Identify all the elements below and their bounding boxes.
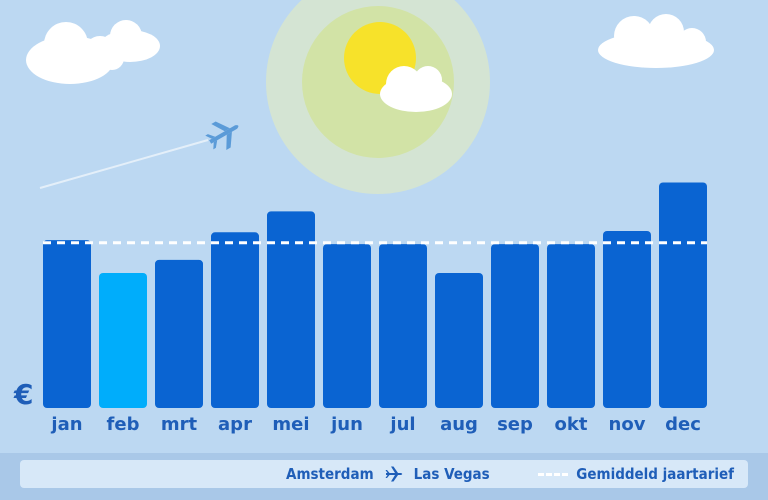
cloud-icon-sun	[380, 66, 452, 112]
bar-mrt	[155, 259, 203, 408]
tick-label-sep: sep	[497, 414, 533, 435]
legend: Amsterdam Las Vegas Gemiddeld jaartarief	[20, 460, 748, 488]
tick-label-aug: aug	[440, 414, 478, 435]
bar-okt	[547, 244, 595, 408]
tick-label-okt: okt	[554, 414, 588, 435]
bar-dec	[659, 182, 707, 408]
bar-jul	[379, 244, 427, 408]
dash-sample-icon	[538, 472, 569, 476]
airplane-icon	[385, 466, 402, 482]
average-legend: Gemiddeld jaartarief	[538, 464, 734, 484]
destination-label: Las Vegas	[413, 465, 490, 483]
bar-mei	[267, 211, 315, 408]
bar-jan	[43, 240, 91, 408]
tick-label-jan: jan	[51, 414, 83, 435]
tick-label-mei: mei	[272, 414, 310, 435]
route-legend: Amsterdam Las Vegas	[286, 464, 490, 484]
tick-label-mrt: mrt	[160, 414, 198, 435]
tick-label-nov: nov	[608, 414, 646, 435]
bar-jun	[323, 244, 371, 408]
average-label: Gemiddeld jaartarief	[576, 465, 734, 483]
bar-feb	[99, 272, 147, 408]
origin-label: Amsterdam	[286, 465, 374, 483]
bar-aug	[435, 272, 483, 408]
tick-label-apr: apr	[218, 414, 252, 435]
tick-label-feb: feb	[106, 414, 140, 435]
airplane-icon	[205, 121, 239, 150]
tick-label-dec: dec	[665, 414, 701, 435]
bar-sep	[491, 244, 539, 408]
tick-label-jul: jul	[390, 414, 416, 435]
cloud-icon-left	[26, 20, 160, 84]
currency-symbol: €	[14, 378, 34, 411]
cloud-icon-right	[598, 14, 714, 68]
bar-apr	[211, 232, 259, 408]
plane-trail	[39, 139, 209, 189]
bar-nov	[603, 231, 651, 408]
tick-label-jun: jun	[331, 414, 363, 435]
